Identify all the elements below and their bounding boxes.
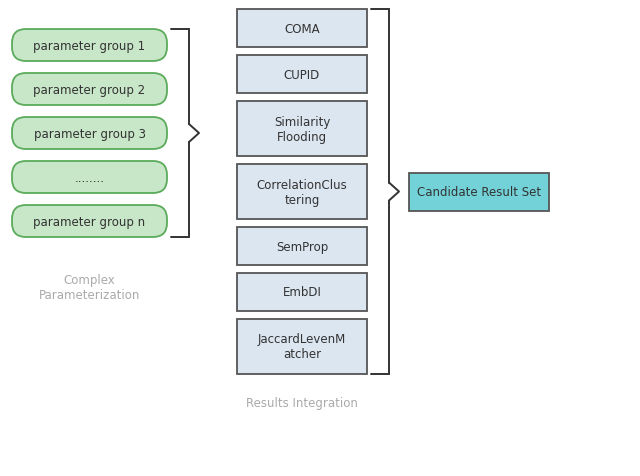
Text: SemProp: SemProp (276, 240, 328, 253)
Text: Results Integration: Results Integration (246, 396, 358, 408)
FancyBboxPatch shape (12, 206, 167, 238)
FancyBboxPatch shape (237, 273, 367, 311)
Text: parameter group 1: parameter group 1 (33, 40, 145, 52)
Text: CUPID: CUPID (284, 69, 320, 81)
Text: EmbDI: EmbDI (283, 286, 321, 299)
FancyBboxPatch shape (237, 165, 367, 219)
Text: CorrelationClus
tering: CorrelationClus tering (257, 178, 348, 206)
FancyBboxPatch shape (12, 74, 167, 106)
FancyBboxPatch shape (409, 173, 549, 211)
Text: ........: ........ (74, 171, 104, 184)
FancyBboxPatch shape (12, 118, 167, 149)
FancyBboxPatch shape (12, 162, 167, 194)
Text: Complex
Parameterization: Complex Parameterization (39, 273, 140, 301)
Text: parameter group 3: parameter group 3 (33, 127, 145, 140)
FancyBboxPatch shape (237, 319, 367, 374)
Text: JaccardLevenM
atcher: JaccardLevenM atcher (258, 333, 346, 361)
FancyBboxPatch shape (237, 56, 367, 94)
Text: Similarity
Flooding: Similarity Flooding (274, 115, 330, 143)
FancyBboxPatch shape (237, 10, 367, 48)
FancyBboxPatch shape (12, 30, 167, 62)
Text: Candidate Result Set: Candidate Result Set (417, 186, 541, 198)
FancyBboxPatch shape (237, 102, 367, 157)
Text: parameter group 2: parameter group 2 (33, 83, 145, 96)
Text: parameter group n: parameter group n (33, 215, 145, 228)
FancyBboxPatch shape (237, 228, 367, 266)
Text: COMA: COMA (284, 22, 320, 35)
